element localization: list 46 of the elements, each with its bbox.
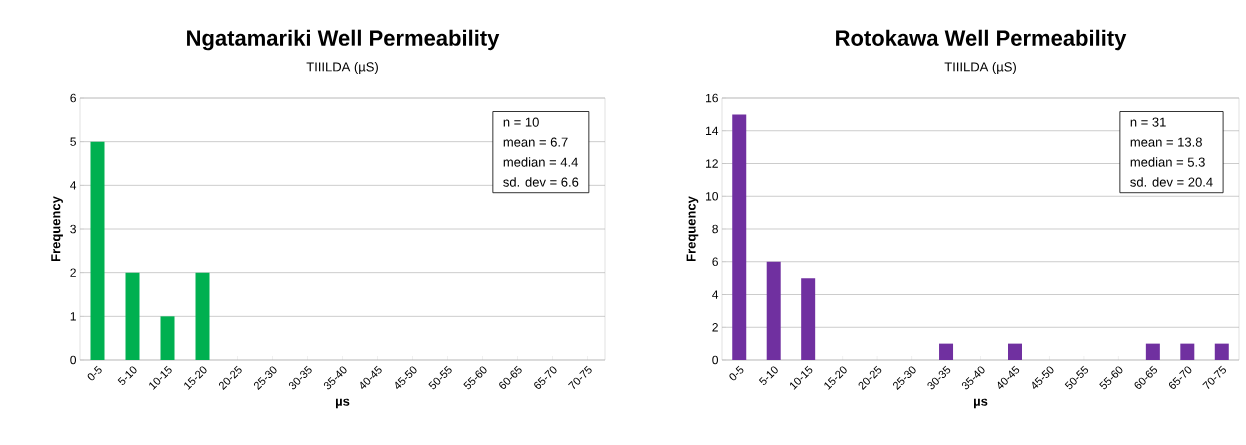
y-tick-label: 3 xyxy=(70,224,76,234)
bar xyxy=(801,278,816,360)
bar xyxy=(732,114,747,360)
y-tick-label: 6 xyxy=(712,257,718,266)
annotation: mean = 13.8 xyxy=(1130,137,1202,147)
chart-title: Ngatamariki Well Permeability xyxy=(187,29,500,51)
annotation: median = 4.4 xyxy=(503,157,578,167)
y-tick-label: 12 xyxy=(706,159,718,168)
x-tick-label: 0-5 xyxy=(87,365,102,381)
bar xyxy=(939,343,954,360)
annotation: median = 5.3 xyxy=(1130,157,1205,167)
annotation: n = 31 xyxy=(1130,117,1166,127)
y-tick-label: 4 xyxy=(712,290,719,299)
y-tick-label: 6 xyxy=(70,93,76,103)
y-tick-label: 10 xyxy=(706,192,719,201)
chart-subtitle: TIIILDA (µS) xyxy=(944,61,1016,75)
chart-title: Rotokawa Well Permeability xyxy=(836,29,1127,51)
y-tick-label: 1 xyxy=(70,312,76,321)
x-axis-title: µs xyxy=(336,398,350,409)
y-tick-label: 5 xyxy=(70,137,76,146)
annotation: sd. dev = 20.4 xyxy=(1130,177,1213,187)
annotation: sd. dev = 6.6 xyxy=(503,177,579,187)
y-tick-label: 2 xyxy=(712,323,718,332)
y-tick-label: 14 xyxy=(706,126,719,135)
bar xyxy=(1007,343,1022,360)
bar xyxy=(1145,343,1160,360)
y-axis-title: Frequency xyxy=(51,196,63,262)
bar xyxy=(1180,343,1195,360)
bar xyxy=(125,272,140,360)
x-axis-title: µs xyxy=(974,398,988,409)
y-tick-label: 0 xyxy=(70,355,77,365)
y-axis-title: Frequency xyxy=(686,196,699,262)
y-tick-label: 0 xyxy=(712,355,719,365)
y-tick-label: 4 xyxy=(70,181,77,190)
chart-subtitle: TIIILDA (µS) xyxy=(306,61,378,75)
annotation: mean = 6.7 xyxy=(503,137,568,147)
bar xyxy=(1214,343,1229,360)
bar xyxy=(195,272,210,360)
y-tick-label: 16 xyxy=(706,93,718,103)
y-tick-label: 8 xyxy=(712,224,718,234)
x-tick-label: 0-5 xyxy=(729,365,744,381)
annotation: n = 10 xyxy=(503,117,539,127)
bar xyxy=(160,316,175,360)
bar xyxy=(766,261,781,360)
y-tick-label: 2 xyxy=(70,268,76,277)
bar xyxy=(90,141,105,360)
